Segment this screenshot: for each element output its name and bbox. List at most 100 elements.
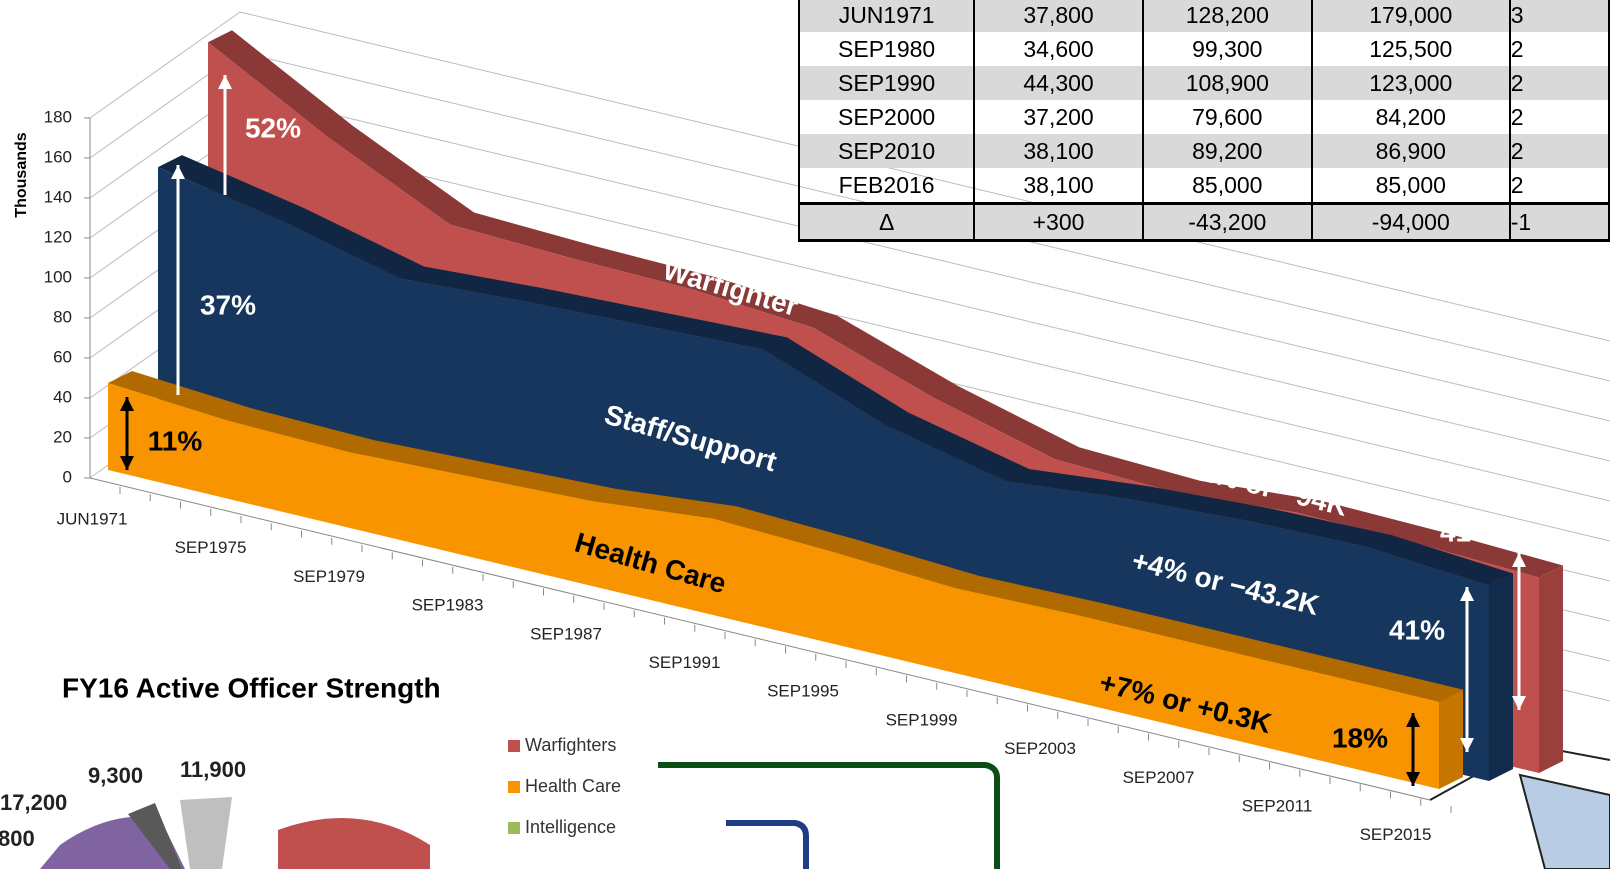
annotation: 11% [148,425,203,456]
slice-label: 17,200 [0,790,67,815]
x-tick-label: SEP1999 [886,710,958,729]
table-cell: 99,300 [1141,32,1313,66]
table-cell: 123,000 [1310,66,1511,100]
bracket [726,820,809,869]
table-row: SEP2000 37,200 79,600 84,200 2 [797,100,1610,134]
area-side [1539,565,1563,773]
x-tick-label: SEP1991 [649,653,721,672]
x-tick-label: SEP1995 [767,682,839,701]
table-cell: 2 [1508,32,1610,66]
arrow-head [1406,713,1420,727]
table-cell: -94,000 [1310,202,1511,242]
arrow-head [1512,696,1526,710]
table-cell: -1 [1508,202,1610,242]
table-row: Δ +300 -43,200 -94,000 -1 [797,202,1610,242]
annotation: 41% [1389,614,1445,645]
y-tick-label: 80 [53,307,72,326]
arrow-head [120,456,134,470]
table-cell: 2 [1508,134,1610,168]
table-cell: 2 [1508,66,1610,100]
area-side [1439,689,1463,789]
pie-slice [180,797,232,869]
pie-slice [278,818,430,869]
table-cell: 89,200 [1141,134,1313,168]
table: JUN1971 37,800 128,200 179,000 3 SEP1980 34,60… [797,0,1610,242]
table-cell: 44,300 [973,66,1144,100]
annotation: 52% [245,112,301,143]
bracket [658,762,1001,869]
arrow-head [1460,738,1474,752]
x-tick-label: SEP1987 [530,624,602,643]
table-cell: 108,900 [1141,66,1313,100]
arrow-head [171,165,185,179]
annotation: 41% [1440,516,1496,547]
table-cell: 37,200 [973,100,1144,134]
pie-slice [128,803,182,869]
pie-title: FY16 Active Officer Strength [62,672,441,703]
table-cell: 79,600 [1141,100,1313,134]
legend-swatch [508,822,520,834]
legend-label: Intelligence [525,817,616,837]
area-top [158,155,1513,586]
x-axis [89,477,1431,801]
table-cell: 38,100 [973,134,1144,168]
arrow-head [1406,772,1420,786]
table-cell: 128,200 [1141,0,1313,32]
table-cell: 34,600 [973,32,1144,66]
table-cell: JUN1971 [797,0,976,32]
table-cell: SEP2010 [797,134,976,168]
table-cell: 2 [1508,100,1610,134]
y-axis-label: Thousands [13,132,30,217]
frame [1518,773,1610,869]
table-cell: 85,000 [1141,168,1313,204]
arrow-head [1460,587,1474,601]
arrow-head [218,75,232,89]
y-tick-label: 160 [44,147,72,166]
table-cell: SEP2000 [797,100,976,134]
x-tick-label: SEP2003 [1004,739,1076,758]
slice-label: 9,300 [88,763,143,788]
legend-label: Health Care [525,776,621,796]
annotation: 18% [1332,722,1388,753]
x-tick-label: SEP1979 [293,567,365,586]
table-cell: 86,900 [1310,134,1511,168]
area-top [108,371,1463,702]
x-tick-label: SEP1975 [175,538,247,557]
y-tick-label: 60 [53,347,72,366]
y-tick-label: 120 [44,227,72,246]
area-side [1489,573,1513,781]
table-cell: -43,200 [1141,202,1313,242]
x-tick-label: SEP1983 [412,596,484,615]
x-tick-label: SEP2007 [1123,768,1195,787]
y-tick-label: 20 [53,427,72,446]
table-cell: 3 [1508,0,1610,32]
table-cell: SEP1990 [797,66,976,100]
table-cell: 38,100 [973,168,1144,204]
y-tick-label: 100 [44,267,72,286]
table-cell: 2 [1508,168,1610,204]
y-tick-label: 180 [44,107,72,126]
arrow-head [1512,553,1526,567]
table-cell: FEB2016 [797,168,976,204]
table-row: JUN1971 37,800 128,200 179,000 3 [797,0,1610,32]
x-tick-label: SEP2015 [1360,825,1432,844]
y-tick-label: 140 [44,187,72,206]
table-cell: 85,000 [1310,168,1511,204]
area [108,383,1439,789]
table-row: FEB2016 38,100 85,000 85,000 2 [797,168,1610,204]
y-tick-label: 0 [63,467,72,486]
plot: 0 20 40 60 80 100 120 140 160 180 JUN1971 SEP1975 SE… [0,11,1610,869]
legend-swatch [508,781,520,793]
x-tick-label: SEP2011 [1242,796,1313,815]
x-tick-label: JUN1971 [57,509,128,528]
table-row: SEP2010 38,100 89,200 86,900 2 [797,134,1610,168]
table-cell: SEP1980 [797,32,976,66]
arrow-head [120,397,134,411]
y-tick-label: 40 [53,387,72,406]
table-cell: 125,500 [1310,32,1511,66]
table-cell: 84,200 [1310,100,1511,134]
table-row: SEP1990 44,300 108,900 123,000 2 [797,66,1610,100]
table-cell: Δ [797,202,976,242]
